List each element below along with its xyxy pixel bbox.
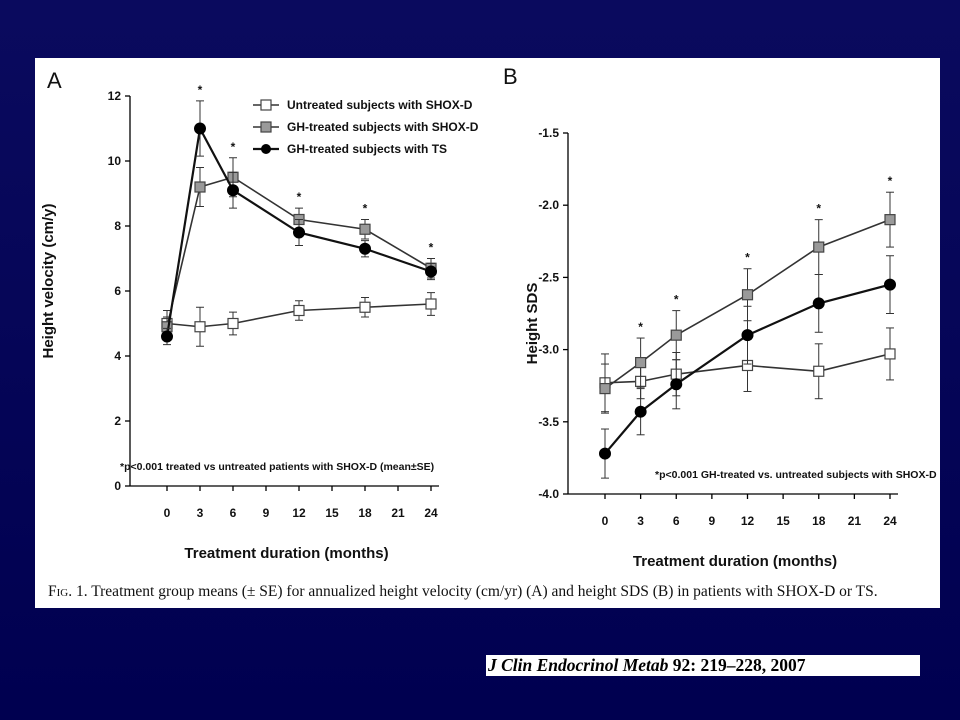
- panel-a-untreated-subjects-with-shox-d-point: [425, 298, 437, 310]
- panel-a-gh-treated-subjects-with-shox-d-line: [166, 176, 432, 327]
- panel-a-x-tick-label: 21: [391, 506, 405, 520]
- panel-a-y-axis-title: Height velocity (cm/y): [40, 203, 57, 358]
- panel-b-x-tick-label: 12: [741, 514, 755, 528]
- caption-text: Treatment group means (± SE) for annuali…: [91, 583, 878, 600]
- panel-a-x-tick-label: 18: [358, 506, 372, 520]
- legend-marker: [260, 121, 272, 133]
- panel-b-x-tick-label: 9: [709, 514, 716, 528]
- panel-a-significance-mark: *: [363, 202, 368, 216]
- panel-a-untreated-subjects-with-shox-d-point: [194, 321, 206, 333]
- panel-b-x-tick-label: 15: [776, 514, 790, 528]
- panel-b-y-axis-title: Height SDS: [524, 283, 541, 365]
- panel-b-gh-treated-subjects-with-shox-d-point: [884, 214, 896, 226]
- panel-b-significance-mark: *: [745, 251, 750, 265]
- panel-b-gh-treated-subjects-with-shox-d-point: [670, 329, 682, 341]
- panel-a-untreated-subjects-with-shox-d-point: [359, 301, 371, 313]
- panel-b-gh-treated-subjects-with-shox-d-line: [604, 218, 891, 390]
- panel-b-gh-treated-subjects-with-ts-line: [604, 283, 891, 455]
- panel-a-gh-treated-subjects-with-shox-d-point: [359, 223, 371, 235]
- panel-b-x-tick-label: 24: [883, 514, 897, 528]
- panel-b-gh-treated-subjects-with-ts-point: [670, 378, 683, 391]
- panel-a-significance-mark: *: [429, 241, 434, 255]
- panel-b-gh-treated-subjects-with-ts-point: [812, 297, 825, 310]
- caption-prefix: Fig. 1.: [48, 583, 88, 600]
- legend-marker: [261, 144, 271, 154]
- panel-b-y-tick-label: -2.0: [538, 198, 559, 212]
- panel-b-x-tick-label: 21: [848, 514, 862, 528]
- citation-journal: J Clin Endocrinol Metab: [488, 655, 669, 675]
- panel-b-gh-treated-subjects-with-ts-point: [634, 405, 647, 418]
- panel-b-x-tick-label: 0: [602, 514, 609, 528]
- panel-a-annotation: *p<0.001 treated vs untreated patients w…: [120, 461, 434, 473]
- panel-a-y-tick-label: 12: [108, 89, 122, 103]
- panel-a-gh-treated-subjects-with-ts-point: [161, 330, 173, 343]
- panel-b-gh-treated-subjects-with-shox-d-point: [635, 356, 647, 369]
- panel-b-label: B: [503, 64, 518, 89]
- panel-a-gh-treated-subjects-with-ts-point: [227, 184, 239, 197]
- panel-b-significance-mark: *: [888, 174, 893, 188]
- panel-a-y-tick-label: 10: [108, 154, 122, 168]
- panel-a-significance-mark: *: [198, 83, 203, 97]
- citation-details: 92: 219–228, 2007: [668, 655, 806, 675]
- panel-b-gh-treated-subjects-with-ts-point: [599, 447, 611, 460]
- panel-a-gh-treated-subjects-with-ts-point: [194, 122, 206, 135]
- panel-a-gh-treated-subjects-with-ts-line: [165, 125, 432, 337]
- panel-a-x-tick-label: 3: [197, 506, 204, 520]
- panel-a-untreated-subjects-with-shox-d-point: [293, 304, 305, 317]
- figure-panel: A 0 2 4 6 8 10 12 0 3 6 9 12 15 18 21 24 Treatment durati…: [35, 58, 940, 608]
- panel-b-x-tick-label: 18: [812, 514, 826, 528]
- panel-b-gh-treated-subjects-with-shox-d-point: [599, 382, 611, 395]
- legend-entry: GH-treated subjects with TS: [287, 142, 447, 156]
- panel-a-y-tick-label: 0: [114, 479, 121, 493]
- panel-b-y-tick-label: -3.5: [538, 415, 559, 429]
- panel-a-gh-treated-subjects-with-ts-point: [293, 226, 305, 239]
- panel-a-significance-mark: *: [297, 190, 302, 204]
- panel-a-x-tick-label: 6: [230, 506, 237, 520]
- legend-entry: GH-treated subjects with SHOX-D: [287, 120, 479, 134]
- panel-b-x-tick-label: 3: [637, 514, 644, 528]
- panel-a-gh-treated-subjects-with-ts-point: [425, 265, 437, 278]
- panel-a-significance-mark: *: [231, 140, 236, 154]
- panel-b-gh-treated-subjects-with-ts-point: [884, 278, 896, 291]
- panel-a-y-tick-label: 6: [114, 284, 121, 298]
- panel-b-gh-treated-subjects-with-shox-d-point: [813, 241, 825, 253]
- panel-a-label: A: [47, 68, 62, 93]
- panel-a-untreated-subjects-with-shox-d-point: [227, 317, 239, 330]
- panel-b-y-tick-label: -1.5: [538, 126, 559, 140]
- panel-b-y-tick-label: -4.0: [538, 487, 559, 501]
- panel-a-x-tick-label: 24: [424, 506, 438, 520]
- panel-a-gh-treated-subjects-with-ts-point: [359, 242, 371, 255]
- panel-b-y-tick-label: -3.0: [538, 343, 559, 357]
- panel-b-gh-treated-subjects-with-ts-point: [741, 329, 754, 342]
- panel-b-significance-mark: *: [816, 202, 821, 216]
- panel-b-annotation: *p<0.001 GH-treated vs. untreated subjec…: [655, 469, 940, 481]
- panel-b-y-tick-label: -2.5: [538, 270, 559, 284]
- panel-b-x-tick-label: 6: [673, 514, 680, 528]
- chart-panel-b: B -1.5 -2.0 -2.5 -3.0 -3.5 -4.0 0 3 6 9 12 15 18 21 24 T…: [503, 64, 940, 570]
- panel-a-x-tick-label: 12: [292, 506, 306, 520]
- panel-a-x-tick-label: 0: [164, 506, 171, 520]
- panel-a-y-tick-label: 2: [114, 414, 121, 428]
- panel-a-y-tick-label: 4: [114, 349, 121, 363]
- panel-b-gh-treated-subjects-with-shox-d-point: [741, 289, 754, 301]
- panel-b-untreated-subjects-with-shox-d-line: [604, 353, 891, 384]
- panel-b-untreated-subjects-with-shox-d-point: [884, 348, 896, 360]
- legend-marker: [260, 99, 272, 111]
- panel-b-significance-mark: *: [638, 320, 643, 334]
- panel-b-significance-mark: *: [674, 293, 679, 307]
- panel-a-y-tick-label: 8: [114, 219, 121, 233]
- citation: J Clin Endocrinol Metab 92: 219–228, 200…: [486, 655, 920, 676]
- legend-entry: Untreated subjects with SHOX-D: [287, 98, 473, 112]
- panel-b-x-axis-title: Treatment duration (months): [633, 553, 837, 570]
- panel-a-gh-treated-subjects-with-shox-d-point: [194, 181, 206, 193]
- panel-a-x-tick-label: 9: [263, 506, 270, 520]
- figure-caption: Fig. 1. Treatment group means (± SE) for…: [48, 583, 938, 601]
- panel-b-untreated-subjects-with-shox-d-point: [813, 365, 825, 377]
- panel-a-x-axis-title: Treatment duration (months): [184, 545, 388, 562]
- panel-a-x-tick-label: 15: [325, 506, 339, 520]
